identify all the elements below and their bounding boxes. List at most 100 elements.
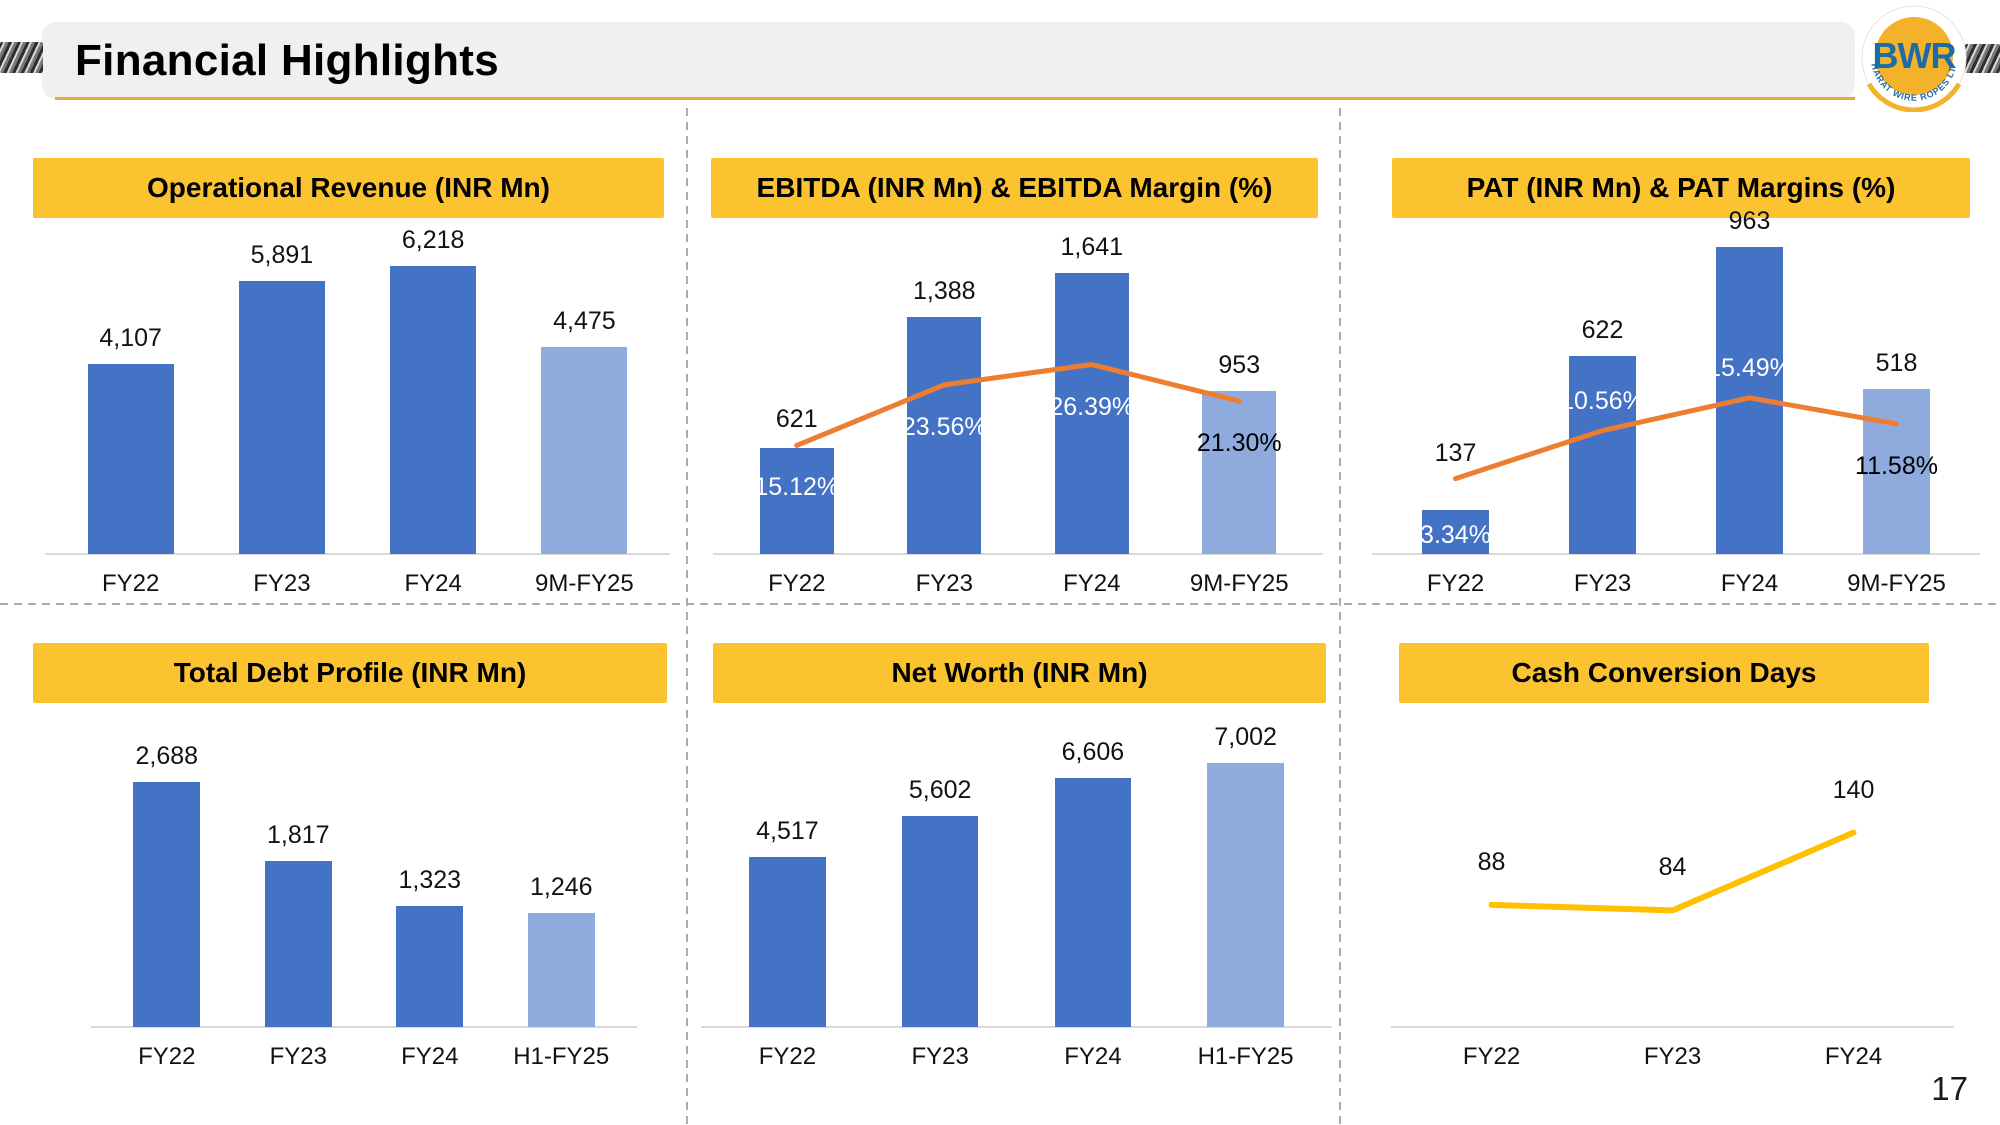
chart-panel-cash-conversion: Cash Conversion Days 88 84 140 FY22 FY23 FY24 [1340,604,2000,1125]
margin-trend-line [794,362,1242,448]
category-label: H1-FY25 [513,1043,610,1070]
category-label: H1-FY25 [1197,1043,1294,1070]
value-label: 1,388 [912,276,976,305]
category-label: 9M-FY25 [1847,570,1946,597]
x-axis-line [1372,553,1980,555]
wire-rope-pattern-icon [1965,44,2000,73]
category-label: FY23 [269,1043,327,1070]
margin-label: 10.56% [1560,386,1645,415]
bar-h1-fy25 [527,913,595,1027]
category-label: FY23 [915,570,973,597]
logo-abbr-text: BWR [1873,35,1957,76]
value-label: 6,606 [1061,737,1125,766]
category-label: 9M-FY25 [535,570,634,597]
bar-fy22 [133,781,201,1027]
value-label: 963 [1728,206,1771,235]
value-label: 2,688 [135,741,199,770]
margin-label: 15.12% [754,473,840,502]
value-label: 5,891 [250,241,314,270]
chart-plot-area: 4,517 5,602 6,606 7,002 FY22 FY23 FY24 H1-FY25 [701,680,1332,1070]
value-label: 84 [1658,853,1687,882]
x-axis-line [701,1026,1332,1028]
panel-divider-vertical [686,108,688,1125]
category-label: FY22 [138,1043,196,1070]
x-axis-line [45,553,670,555]
chart-plot-area: 88 84 140 FY22 FY23 FY24 [1391,680,1954,1070]
category-label: FY24 [1063,570,1121,597]
chart-plot-area: 137 622 963 518 3.34% 10.56% 15.49% 11.58% FY22 F… [1372,195,1980,597]
bar-fy22 [1421,510,1490,554]
value-label: 621 [775,405,818,434]
chart-plot-area: 621 1,388 1,641 953 15.12% 23.56% 26.39% 21.30%… [713,195,1323,597]
category-label: FY24 [1064,1043,1122,1070]
page-number: 17 [1931,1070,1968,1107]
value-label: 5,602 [908,775,972,804]
bar-9m-fy25 [1202,391,1277,554]
bar-fy23 [1568,355,1637,554]
chart-panel-total-debt: Total Debt Profile (INR Mn) 2,688 1,817 1,… [0,604,687,1125]
bar-fy24 [1054,273,1129,554]
chart-title: PAT (INR Mn) & PAT Margins (%) [1392,158,1970,219]
value-label: 7,002 [1214,722,1277,751]
x-axis-line [1391,1026,1954,1028]
bar-fy24 [396,906,464,1027]
margin-label: 21.30% [1196,429,1282,458]
chart-plot-area: 4,107 5,891 6,218 4,475 FY22 FY23 FY24 9M-FY25 [45,195,670,597]
margin-label: 3.34% [1420,521,1491,550]
category-label: FY24 [404,570,462,597]
category-label: FY23 [911,1043,969,1070]
category-label: FY24 [1720,570,1779,597]
bar-9m-fy25 [1862,388,1931,554]
bar-fy22 [87,363,174,554]
chart-title: Total Debt Profile (INR Mn) [33,643,667,704]
value-label: 1,323 [398,866,462,895]
chart-title: Cash Conversion Days [1399,643,1929,704]
value-label: 1,817 [266,821,330,850]
value-label: 953 [1218,351,1261,380]
chart-panel-pat: PAT (INR Mn) & PAT Margins (%) 137 622 963… [1340,110,2000,604]
value-label: 137 [1434,438,1477,467]
title-bar: Financial Highlights [42,22,1855,99]
bar-fy22 [749,856,826,1027]
value-label: 4,517 [756,816,819,845]
chart-plot-area: 2,688 1,817 1,323 1,246 FY22 FY23 FY24 H1-FY25 [91,680,637,1070]
trend-line [1488,829,1857,914]
value-label: 4,107 [99,323,162,352]
margin-label: 23.56% [901,412,987,441]
category-label: FY23 [1573,570,1632,597]
value-label: 1,641 [1060,233,1124,262]
category-label: FY22 [101,570,160,597]
chart-title: Operational Revenue (INR Mn) [33,158,664,219]
category-label: 9M-FY25 [1189,570,1289,597]
value-label: 622 [1581,315,1624,344]
category-label: FY22 [768,570,826,597]
category-label: FY23 [1643,1043,1702,1070]
margin-label: 26.39% [1049,392,1135,421]
category-label: FY23 [253,570,311,597]
company-logo: BWR BHARAT WIRE ROPES LTD. [1856,0,1968,113]
category-label: FY24 [1824,1043,1883,1070]
bar-fy22 [759,447,834,554]
bwr-logo-icon: BWR BHARAT WIRE ROPES LTD. [1856,0,1967,113]
chart-panel-net-worth: Net Worth (INR Mn) 4,517 5,602 6,606 7,002 F… [687,604,1340,1125]
category-label: FY24 [401,1043,459,1070]
bar-fy23 [907,316,982,554]
margin-label: 15.49% [1707,353,1792,382]
x-axis-line [713,553,1323,555]
wire-rope-pattern-icon [0,42,43,73]
category-label: FY22 [1462,1043,1521,1070]
bar-h1-fy25 [1207,762,1284,1027]
chart-title: Net Worth (INR Mn) [713,643,1326,704]
value-label: 1,246 [529,873,593,902]
chart-panel-ebitda: EBITDA (INR Mn) & EBITDA Margin (%) 621 1… [687,110,1340,604]
bar-fy24 [1054,777,1132,1027]
x-axis-line [91,1026,637,1028]
value-label: 88 [1477,847,1506,876]
panel-divider-horizontal [0,603,2000,605]
value-label: 6,218 [401,225,465,254]
value-label: 4,475 [553,306,616,335]
title-underline [55,97,1855,100]
page-title: Financial Highlights [75,35,500,85]
value-label: 140 [1832,775,1875,804]
bar-fy24 [390,265,477,554]
